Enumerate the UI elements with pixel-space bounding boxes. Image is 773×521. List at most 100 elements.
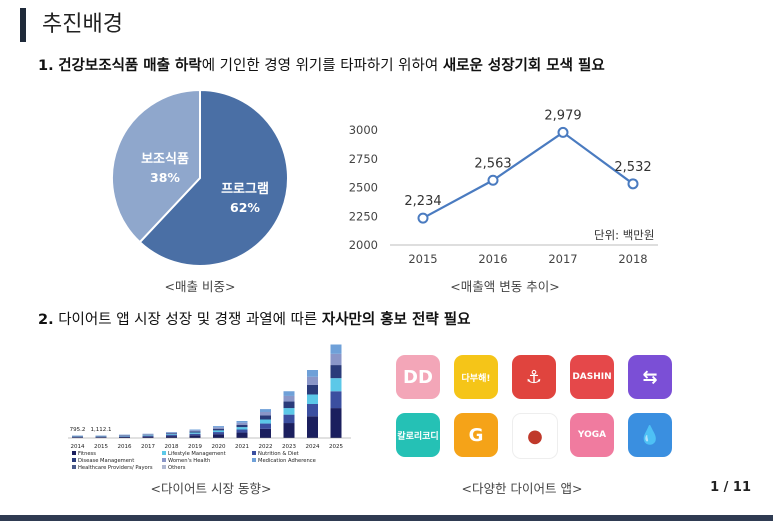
- shoe-app-icon: ●: [512, 413, 558, 459]
- market-bar-segment: [307, 384, 318, 395]
- market-bar-segment: [330, 344, 342, 354]
- market-legend-swatch: [252, 451, 256, 455]
- data-label: 2,563: [474, 156, 511, 171]
- market-year-label: 2024: [306, 444, 320, 450]
- market-bar-segment: [142, 435, 154, 437]
- section1-heading: 1. 건강보조식품 매출 하락에 기인한 경영 위기를 타파하기 위하여 새로운…: [38, 56, 605, 76]
- market-bar-segment: [330, 391, 342, 409]
- market-value-label: 1,112.1: [91, 427, 112, 433]
- market-legend-swatch: [162, 451, 166, 455]
- pie-caption: <매출 비중>: [164, 279, 236, 294]
- market-year-label: 2018: [165, 444, 179, 450]
- page-number: 1 / 11: [710, 480, 751, 495]
- market-bar-segment: [189, 430, 201, 432]
- market-legend-label: Fitness: [78, 451, 96, 457]
- market-bar-segment: [330, 365, 342, 379]
- pie-slice-1: [111, 88, 201, 244]
- market-legend-swatch: [72, 465, 76, 469]
- market-value-label: 795.2: [70, 427, 86, 433]
- line-caption: <매출액 변동 추이>: [450, 279, 560, 294]
- section2-bold: 자사만의 홍보 전략 필요: [321, 312, 471, 328]
- market-bar-segment: [142, 435, 154, 436]
- market-legend-label: Nutrition & Diet: [258, 451, 299, 457]
- market-bar-segment: [260, 428, 271, 438]
- market-bar-segment: [142, 436, 154, 438]
- market-bar-segment: [236, 429, 248, 433]
- line-series: [422, 131, 634, 220]
- market-bar-segment: [283, 414, 295, 424]
- market-bar-segment: [189, 431, 201, 433]
- line-point: [627, 178, 639, 190]
- page-title: 추진배경: [42, 12, 123, 37]
- market-bar-segment: [283, 401, 295, 409]
- section1-number: 1.: [38, 58, 54, 74]
- market-bar-segment: [236, 427, 248, 430]
- market-legend-swatch: [252, 458, 256, 462]
- ruler-app-icon: 칼로리코디: [396, 413, 440, 457]
- market-year-label: 2017: [141, 444, 155, 450]
- market-bar-segment: [307, 394, 318, 404]
- market-bar-segment: [213, 428, 224, 431]
- market-bar-segment: [166, 432, 177, 433]
- market-bar-segment: [260, 423, 271, 429]
- market-bar-segment: [283, 391, 295, 396]
- line-point: [417, 212, 429, 224]
- market-bar-segment: [213, 434, 224, 438]
- market-legend-label: Women's Health: [168, 458, 210, 464]
- market-bar-segment: [166, 434, 177, 436]
- market-year-label: 2021: [235, 444, 249, 450]
- dashin-app-icon: DASHIN: [570, 355, 614, 399]
- market-bar-segment: [307, 404, 318, 417]
- y-tick-label: 2250: [349, 209, 378, 223]
- market-bar-segment: [283, 423, 295, 438]
- market-bar-segment: [189, 429, 201, 431]
- y-tick-label: 2750: [349, 152, 378, 166]
- market-year-label: 2015: [94, 444, 108, 450]
- y-tick-label: 3000: [349, 123, 378, 137]
- y-tick-label: 2500: [349, 181, 378, 195]
- market-bar-segment: [119, 436, 130, 438]
- market-bar-segment: [213, 430, 224, 433]
- market-bar-segment: [236, 422, 248, 425]
- market-bar-segment: [213, 432, 224, 435]
- market-bar-segment: [95, 437, 107, 438]
- market-bar-segment: [72, 437, 83, 438]
- market-bar-segment: [166, 433, 177, 435]
- market-bar-segment: [330, 408, 342, 438]
- market-bar-segment: [166, 432, 177, 434]
- market-bar-segment: [142, 434, 154, 436]
- market-legend-swatch: [162, 465, 166, 469]
- section1-bold-b: 새로운 성장기회 모색 필요: [442, 58, 605, 74]
- market-bar-segment: [307, 416, 318, 438]
- diet-market-bar-chart: 2014 2015 2016 2017 2018 2019 2020 2021 2022 2023…: [68, 344, 351, 471]
- sales-share-pie-chart: 프로그램 62% 보조식품 38%: [111, 88, 289, 267]
- sales-trend-line-chart: 2000 2250 2500 2750 3000 2015 2016 2017 2018 2,2…: [349, 108, 658, 266]
- market-bar-segment: [260, 409, 271, 412]
- market-legend-label: Healthcare Providers/ Payors: [78, 465, 153, 471]
- market-legend-label: Lifestyle Management: [168, 451, 226, 457]
- market-bar-segment: [166, 435, 177, 437]
- market-bar-segment: [213, 426, 224, 428]
- market-bar-segment: [189, 433, 201, 436]
- market-legend-swatch: [72, 458, 76, 462]
- market-legend-label: Others: [168, 465, 186, 471]
- y-tick-label: 2000: [349, 238, 378, 252]
- section1-bold-a: 건강보조식품 매출 하락: [58, 58, 202, 74]
- market-bar-segment: [166, 436, 177, 438]
- apps-caption: <다양한 다이어트 앱>: [461, 481, 583, 496]
- market-year-label: 2020: [212, 444, 226, 450]
- x-tick-label: 2016: [478, 252, 507, 266]
- yoga-app-icon: YOGA: [570, 413, 614, 457]
- market-bar-segment: [189, 435, 201, 438]
- section1-text: 에 기인한 경영 위기를 타파하기 위하여: [201, 58, 443, 74]
- section2-number: 2.: [38, 312, 54, 328]
- market-year-label: 2014: [71, 444, 85, 450]
- x-tick-label: 2015: [408, 252, 437, 266]
- market-bar-segment: [260, 419, 271, 424]
- data-label: 2,234: [404, 194, 441, 209]
- market-bar-segment: [307, 370, 318, 377]
- pie-slice-label-0: 프로그램: [221, 182, 269, 197]
- market-bar-segment: [236, 421, 248, 423]
- market-bar-segment: [119, 436, 130, 437]
- market-year-label: 2022: [259, 444, 273, 450]
